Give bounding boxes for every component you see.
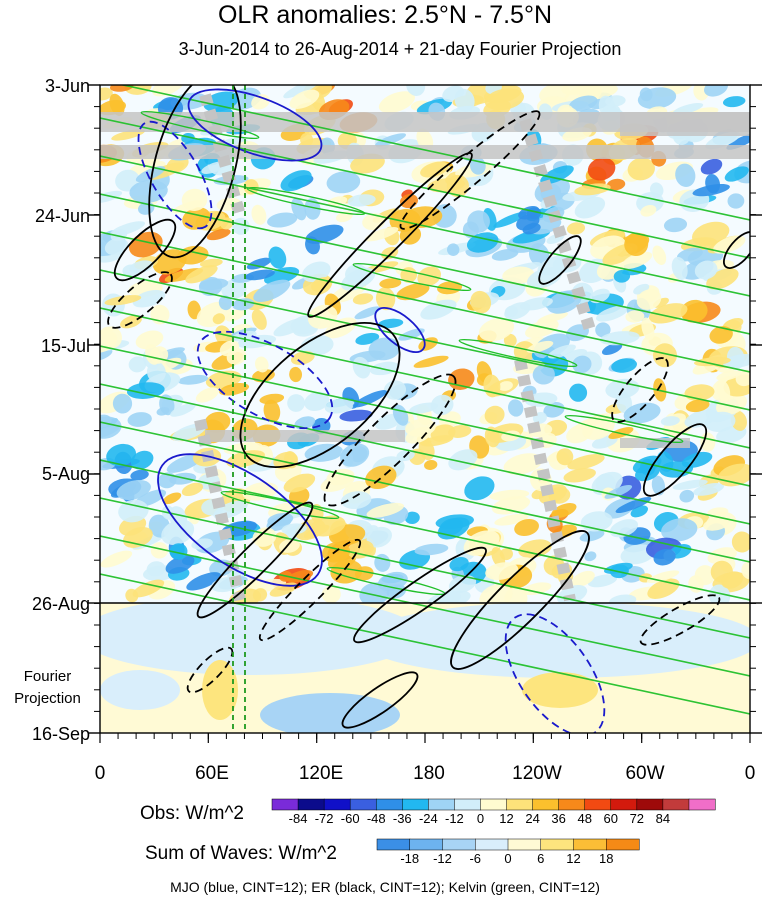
waves-colorbar-title: Sum of Waves: W/m^2 — [145, 843, 337, 864]
colorbar-tick-label: 36 — [551, 811, 566, 826]
axis-ticks — [88, 84, 762, 743]
colorbar-swatch — [428, 798, 455, 811]
colorbar-swatch — [606, 838, 640, 851]
colorbar-tick-label: 72 — [629, 811, 645, 826]
colorbar-swatch — [442, 838, 476, 851]
y-tick-label: 3-Jun — [44, 76, 90, 96]
y-tick-label: 26-Aug — [31, 594, 90, 614]
colorbar-swatch — [532, 798, 560, 811]
colorbar-tick-label: 84 — [655, 811, 671, 826]
x-tick-label: 60W — [625, 763, 665, 784]
colorbar-tick-label: 6 — [537, 851, 545, 866]
colorbar-swatch — [662, 798, 690, 811]
colorbar-swatch — [297, 798, 325, 811]
colorbar-tick-label: -48 — [366, 811, 386, 826]
colorbar-tick-label: -12 — [433, 851, 452, 866]
colorbar-swatch — [409, 838, 444, 851]
colorbar-tick-label: 0 — [504, 851, 512, 866]
colorbar-swatch — [584, 798, 612, 811]
waves-colorbar — [376, 838, 640, 851]
colorbar-swatch — [558, 798, 586, 811]
colorbar-tick-label: 12 — [566, 851, 581, 866]
colorbar-swatch — [506, 798, 534, 811]
x-tick-label: 120W — [512, 763, 562, 784]
colorbar-swatch — [573, 838, 607, 851]
colorbar-tick-label: -72 — [314, 811, 334, 826]
colorbar-swatch — [402, 798, 429, 811]
colorbar-tick-label: 0 — [476, 811, 485, 826]
projection-label-line1: Fourier — [23, 668, 72, 685]
colorbar-tick-label: -24 — [418, 811, 438, 826]
x-tick-label: 0 — [94, 763, 106, 784]
obs-colorbar — [271, 798, 716, 811]
colorbar-swatch — [454, 798, 482, 811]
x-tick-label: 0 — [744, 763, 756, 784]
chart-title: OLR anomalies: 2.5°N - 7.5°N — [217, 1, 553, 29]
colorbar-swatch — [480, 798, 508, 811]
colorbar-tick-label: -84 — [288, 811, 308, 826]
y-tick-label: 16-Sep — [31, 724, 90, 744]
x-tick-label: 180 — [413, 763, 445, 784]
x-tick-label: 120E — [298, 763, 344, 784]
colorbar-swatch — [323, 798, 351, 811]
y-tick-label: 15-Jul — [40, 336, 90, 356]
projection-field — [100, 603, 750, 733]
colorbar-swatch — [376, 838, 411, 851]
colorbar-tick-label: 12 — [499, 811, 514, 826]
colorbar-swatch — [271, 798, 299, 811]
colorbar-tick-label: 48 — [577, 811, 592, 826]
obs-colorbar-title: Obs: W/m^2 — [140, 803, 244, 824]
colorbar-tick-label: -18 — [400, 851, 420, 866]
colorbar-swatch — [349, 798, 377, 811]
colorbar-swatch — [610, 798, 638, 811]
y-tick-label: 24-Jun — [34, 206, 90, 226]
colorbar-swatch — [507, 838, 542, 851]
projection-label: Fourier Projection — [0, 666, 95, 710]
colorbar-swatch — [688, 798, 716, 811]
reference-lines — [232, 85, 246, 733]
wave-contours — [100, 85, 750, 733]
contour-legend-footer: MJO (blue, CINT=12); ER (black, CINT=12)… — [170, 879, 600, 895]
colorbar-tick-label: -12 — [445, 811, 464, 826]
colorbar-tick-label: -36 — [392, 811, 412, 826]
colorbar-tick-label: 24 — [525, 811, 540, 826]
colorbar-swatch — [540, 838, 575, 851]
chart-subtitle: 3-Jun-2014 to 26-Aug-2014 + 21-day Fouri… — [178, 39, 622, 59]
colorbar-tick-label: 18 — [599, 851, 614, 866]
colorbar-swatch — [475, 838, 509, 851]
colorbar-tick-label: -60 — [340, 811, 360, 826]
projection-label-line2: Projection — [14, 690, 81, 707]
x-tick-label: 60E — [195, 763, 229, 784]
colorbar-tick-label: -6 — [469, 851, 482, 866]
colorbar-swatch — [636, 798, 664, 811]
colorbar-tick-label: 60 — [603, 811, 618, 826]
y-tick-label: 5-Aug — [41, 464, 90, 484]
colorbar-swatch — [375, 798, 403, 811]
